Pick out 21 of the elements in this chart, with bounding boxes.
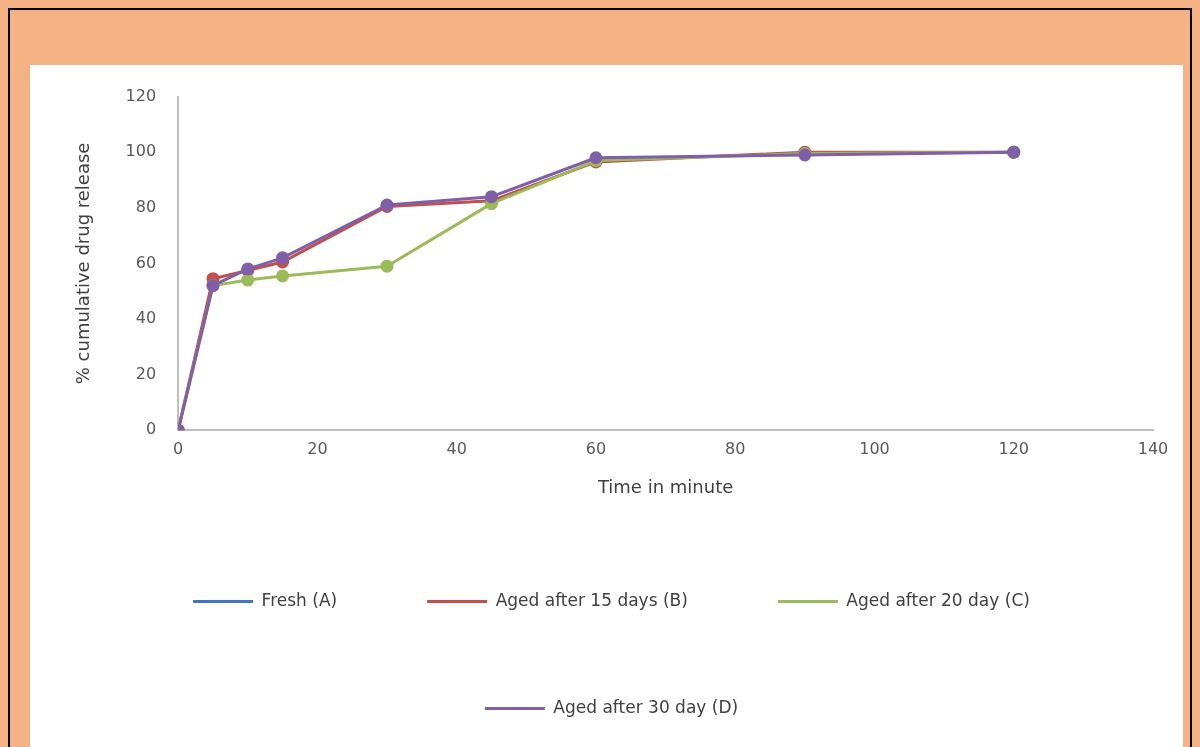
y-tick-label: 80 bbox=[135, 196, 157, 216]
y-tick-label: 60 bbox=[135, 252, 157, 272]
x-axis-title: Time in minute bbox=[596, 475, 734, 497]
x-tick-label: 40 bbox=[446, 438, 467, 458]
legend-label: Fresh (A) bbox=[261, 589, 338, 610]
x-tick-label: 100 bbox=[859, 438, 890, 458]
x-tick-label: 0 bbox=[173, 438, 184, 458]
x-tick-label: 120 bbox=[998, 438, 1030, 458]
y-tick-label: 40 bbox=[135, 308, 157, 328]
legend-label: Aged after 30 day (D) bbox=[553, 696, 739, 717]
legend-label: Aged after 15 days (B) bbox=[495, 589, 688, 610]
x-tick-label: 140 bbox=[1137, 438, 1169, 458]
y-axis-title: % cumulative drug release bbox=[72, 142, 94, 385]
y-tick-label: 0 bbox=[145, 419, 157, 439]
x-tick-label: 80 bbox=[725, 438, 746, 458]
y-tick-label: 120 bbox=[125, 85, 157, 105]
y-tick-label: 20 bbox=[135, 363, 157, 383]
x-tick-label: 20 bbox=[307, 438, 328, 458]
legend-label: Aged after 20 day (C) bbox=[846, 589, 1030, 610]
y-tick-label: 100 bbox=[125, 141, 157, 161]
x-tick-label: 60 bbox=[585, 438, 607, 458]
